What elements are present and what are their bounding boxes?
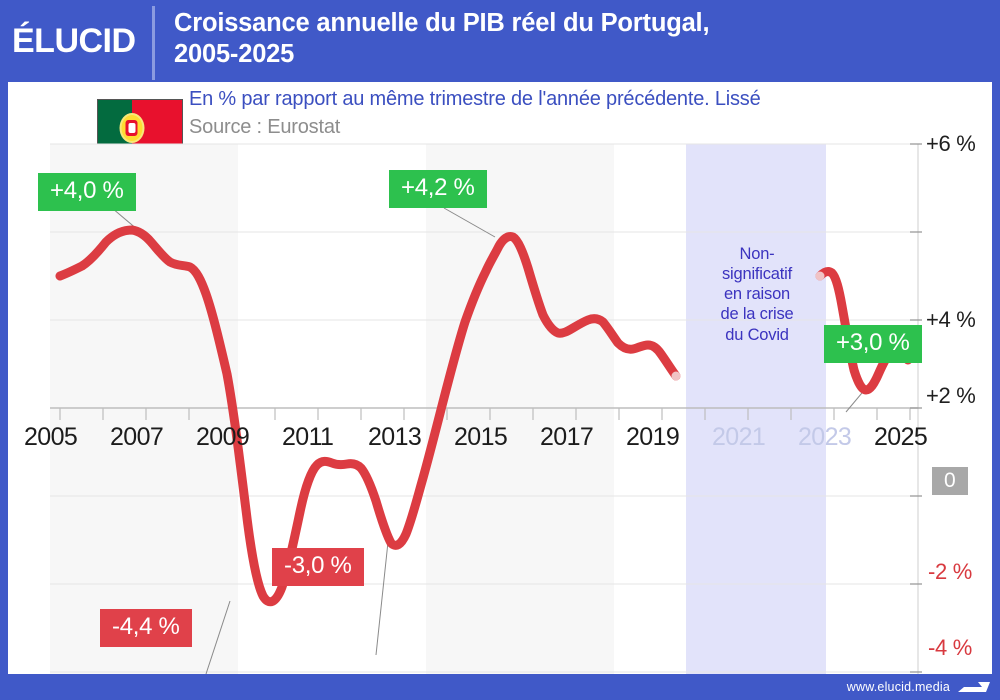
x-tick-marks — [59, 408, 911, 420]
logo-text: ÉLUCID — [12, 21, 136, 60]
y-label-neg4: -4 % — [928, 635, 973, 660]
flag-inner-shield — [128, 122, 136, 133]
page-title: Croissance annuelle du PIB réel du Portu… — [174, 9, 710, 69]
title-container: Croissance annuelle du PIB réel du Portu… — [152, 0, 710, 70]
y-label-2: +2 % — [926, 383, 976, 408]
gridlines — [50, 143, 918, 673]
x-label-2011: 2011 — [282, 423, 334, 451]
x-label-2015: 2015 — [454, 423, 508, 451]
chart-svg — [50, 143, 922, 674]
x-label-2007: 2007 — [110, 423, 164, 451]
y-label-neg2: -2 % — [928, 559, 973, 584]
y-tick-marks — [910, 143, 922, 673]
chart-source: Source : Eurostat — [189, 116, 341, 138]
x-label-2009: 2009 — [196, 423, 250, 451]
callout-trough-2012: -3,0 % — [272, 548, 364, 586]
x-label-2021: 2021 — [712, 423, 766, 451]
page-footer: www.elucid.media — [0, 674, 1000, 700]
flag-shield — [125, 119, 138, 136]
callout-peak-2006: +4,0 % — [38, 173, 136, 211]
covid-annotation: Non- significatif en raison de la crise … — [720, 245, 794, 344]
callout-peak-2015: +4,2 % — [389, 170, 487, 208]
page-header: ÉLUCID Croissance annuelle du PIB réel d… — [0, 0, 1000, 82]
elucid-arrow-icon — [956, 679, 990, 695]
header-divider — [152, 6, 155, 80]
x-label-2013: 2013 — [368, 423, 422, 451]
gdp-line-pre-covid — [55, 225, 681, 607]
x-label-2025: 2025 — [874, 423, 928, 451]
footer-url[interactable]: www.elucid.media — [846, 680, 950, 694]
line-end-cap-precovid — [671, 371, 681, 381]
x-label-2019: 2019 — [626, 423, 680, 451]
callout-trough-2009: -4,4 % — [100, 609, 192, 647]
line-start-cap-postcovid — [815, 271, 825, 281]
y-label-6: +6 % — [926, 131, 976, 156]
chart-subtitle: En % par rapport au même trimestre de l'… — [189, 88, 761, 110]
elucid-logo[interactable]: ÉLUCID — [0, 0, 152, 82]
flag-coat-of-arms — [119, 112, 145, 143]
plot-area: +6 % +4 % +2 % 0 -2 % -4 % -6 % 2005 200… — [8, 82, 992, 674]
background-bands — [50, 144, 910, 674]
y-label-4: +4 % — [926, 307, 976, 332]
y-label-zero: 0 — [932, 467, 968, 495]
x-label-2017: 2017 — [540, 423, 594, 451]
chart-card: En % par rapport au même trimestre de l'… — [8, 82, 992, 674]
x-label-2005: 2005 — [24, 423, 78, 451]
callout-last-2025: +3,0 % — [824, 325, 922, 363]
x-label-2023: 2023 — [798, 423, 852, 451]
